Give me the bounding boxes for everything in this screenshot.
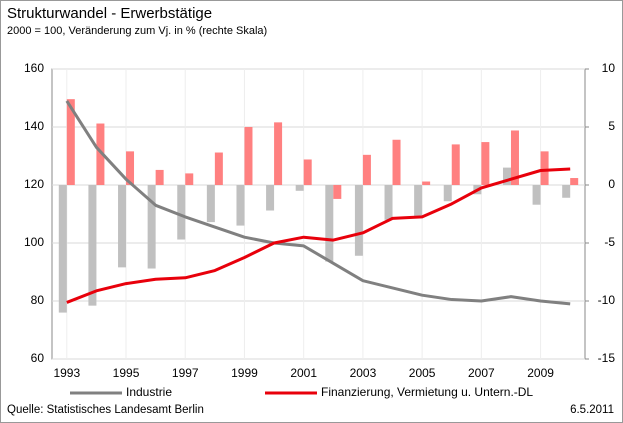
- x-tick-label: 1995: [113, 366, 140, 380]
- bar: [414, 185, 423, 217]
- bar: [570, 178, 579, 185]
- bar: [451, 144, 460, 185]
- y2-tick-label: 0: [608, 177, 615, 191]
- bar: [354, 185, 363, 256]
- y-tick-label: 160: [24, 61, 44, 75]
- bar: [155, 169, 164, 185]
- bar: [510, 130, 519, 185]
- bar: [562, 185, 571, 198]
- bar: [481, 142, 490, 185]
- bar: [303, 159, 312, 185]
- bar: [443, 185, 452, 202]
- bar: [333, 185, 342, 199]
- bar: [274, 122, 283, 185]
- y-tick-label: 140: [24, 119, 44, 133]
- date: 6.5.2011: [570, 404, 614, 416]
- bar: [147, 185, 156, 269]
- bar: [214, 152, 223, 185]
- y-tick-label: 120: [24, 177, 44, 191]
- bar: [532, 185, 541, 205]
- bar: [502, 167, 511, 185]
- x-tick-label: 1997: [172, 366, 199, 380]
- bar: [126, 151, 135, 185]
- x-tick-label: 2007: [468, 366, 495, 380]
- x-tick-label: 2005: [409, 366, 436, 380]
- bar: [392, 139, 401, 185]
- x-tick-label: 1999: [231, 366, 258, 380]
- x-tick-label: 2009: [527, 366, 554, 380]
- y2-tick-label: -10: [598, 293, 616, 307]
- x-tick-label: 2001: [290, 366, 317, 380]
- bar: [295, 185, 304, 191]
- bar: [118, 185, 127, 268]
- bar: [88, 185, 97, 306]
- line: [65, 100, 571, 306]
- bar: [384, 185, 393, 220]
- bar: [244, 127, 253, 185]
- bar: [266, 185, 275, 211]
- y2-tick-label: -5: [604, 235, 615, 249]
- bar: [58, 185, 67, 313]
- bar: [540, 151, 549, 185]
- x-tick-label: 2003: [350, 366, 377, 380]
- y-tick-label: 80: [31, 293, 45, 307]
- source: Quelle: Statistisches Landesamt Berlin: [7, 404, 204, 416]
- line: [66, 167, 571, 304]
- bar: [177, 185, 186, 240]
- bar: [66, 99, 75, 185]
- y-tick-label: 60: [31, 351, 45, 365]
- y-tick-label: 100: [24, 235, 44, 249]
- chart-title: Strukturwandel - Erwerbstätige: [7, 5, 212, 22]
- x-tick-label: 1993: [53, 366, 80, 380]
- y2-tick-label: 5: [608, 119, 615, 133]
- legend-label: Finanzierung, Vermietung u. Untern.-DL: [321, 385, 533, 399]
- plot-area: [51, 68, 586, 360]
- bar: [236, 185, 245, 226]
- chart-subtitle: 2000 = 100, Veränderung zum Vj. in % (re…: [7, 25, 267, 37]
- bar: [206, 185, 215, 223]
- bar: [362, 154, 371, 185]
- bar: [325, 185, 334, 262]
- y2-tick-label: 10: [602, 61, 616, 75]
- legend-label: Industrie: [126, 385, 172, 399]
- y2-tick-label: -15: [598, 351, 616, 365]
- bar: [422, 181, 431, 185]
- bar: [96, 123, 105, 185]
- bar: [185, 173, 194, 185]
